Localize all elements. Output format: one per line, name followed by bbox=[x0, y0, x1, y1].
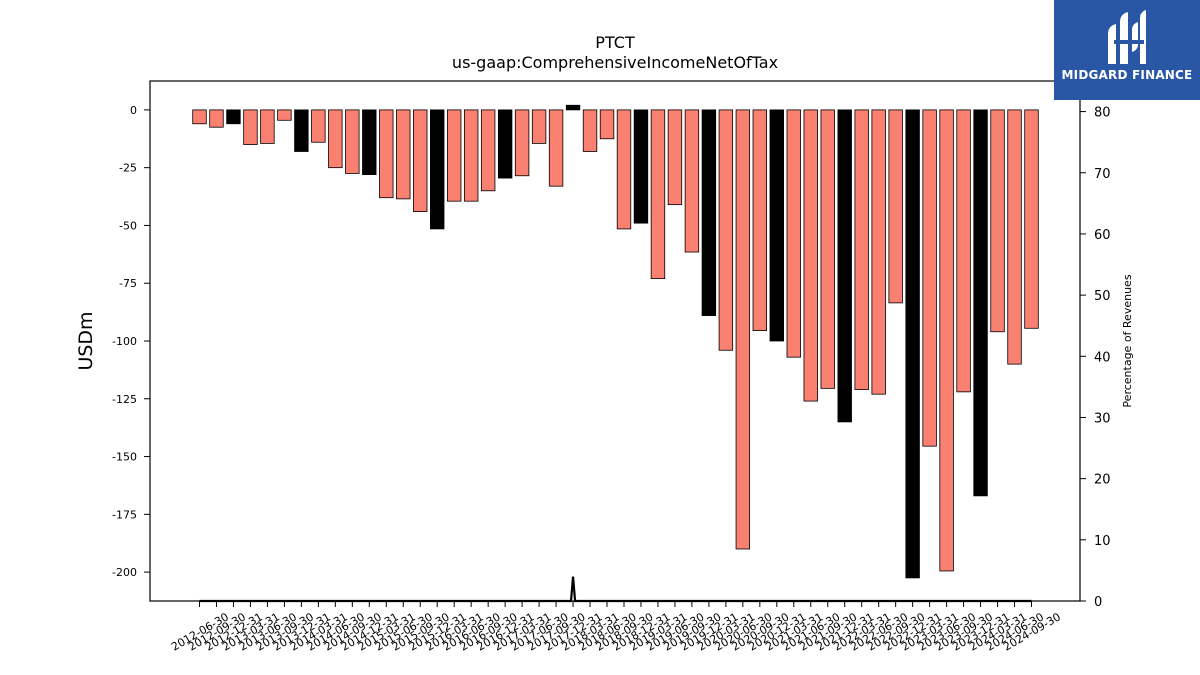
bar-2019-12-31 bbox=[701, 109, 717, 316]
midgard-finance-logo: MIDGARD FINANCE bbox=[1054, 0, 1200, 100]
bar-2016-09-30 bbox=[480, 109, 496, 192]
y-axis-left: 0 -25 -50 -75 -100 -125 -150 -175 -200 bbox=[112, 104, 150, 579]
bar-2015-06-30 bbox=[396, 109, 411, 200]
bar-2024-03-31 bbox=[990, 109, 1005, 333]
y-tick-label: -75 bbox=[119, 277, 137, 290]
chart-title: PTCT bbox=[595, 33, 635, 52]
bar-2018-06-30 bbox=[599, 109, 615, 140]
bar-2023-12-31 bbox=[973, 109, 988, 497]
bar-2021-06-30 bbox=[803, 109, 818, 402]
y2-tick-label: 50 bbox=[1094, 289, 1111, 304]
bar-2018-12-31 bbox=[633, 109, 649, 224]
bar-2013-09-30 bbox=[277, 109, 292, 121]
bar-2023-06-30 bbox=[939, 109, 954, 572]
bar-2014-03-31 bbox=[311, 109, 326, 143]
bar-2017-03-31 bbox=[514, 109, 530, 177]
y2-tick-label: 80 bbox=[1094, 106, 1111, 121]
y2-axis-label: Percentage of Revenues bbox=[1121, 274, 1134, 407]
bar-2014-06-30 bbox=[328, 109, 343, 169]
y-axis-label: USDm bbox=[75, 311, 97, 370]
y-tick-label: -150 bbox=[112, 451, 137, 464]
bar-2020-06-30 bbox=[735, 109, 751, 550]
logo-text: MIDGARD FINANCE bbox=[1061, 68, 1193, 82]
bar-2020-12-31 bbox=[769, 109, 784, 342]
bar-2022-09-30 bbox=[888, 109, 903, 304]
bar-2012-06-30 bbox=[192, 109, 207, 125]
bar-2017-09-30 bbox=[548, 109, 564, 187]
y-tick-label: -50 bbox=[119, 219, 137, 232]
y-tick-label: -175 bbox=[112, 508, 137, 521]
y-tick-label: 0 bbox=[130, 104, 137, 117]
y2-tick-label: 40 bbox=[1094, 350, 1111, 365]
bar-2022-12-31 bbox=[905, 109, 920, 579]
chart-subtitle: us-gaap:ComprehensiveIncomeNetOfTax bbox=[452, 53, 778, 72]
y2-tick-label: 0 bbox=[1094, 595, 1102, 610]
bar-2021-03-31 bbox=[786, 109, 801, 358]
logo-mark-icon bbox=[1108, 10, 1146, 64]
y2-tick-label: 10 bbox=[1094, 534, 1111, 549]
y2-tick-label: 20 bbox=[1094, 473, 1111, 488]
bar-2022-03-31 bbox=[854, 109, 869, 390]
x-axis: 2012-06-302012-09-302012-12-312013-03-31… bbox=[169, 601, 1063, 654]
bar-2014-09-30 bbox=[345, 109, 360, 174]
bar-2016-03-31 bbox=[446, 109, 462, 202]
bar-2020-03-31 bbox=[718, 109, 734, 351]
bar-2021-09-30 bbox=[820, 109, 835, 389]
bar-2021-12-31 bbox=[837, 109, 852, 423]
bar-2013-06-30 bbox=[260, 109, 275, 144]
y2-tick-label: 60 bbox=[1094, 228, 1111, 243]
bar-2013-03-31 bbox=[243, 109, 258, 145]
y-axis-right: 0 10 20 30 40 50 60 70 80 bbox=[1080, 106, 1111, 610]
bar-2022-06-30 bbox=[871, 109, 886, 395]
bar-2024-09-30 bbox=[1024, 109, 1039, 329]
bar-2012-09-30 bbox=[209, 109, 224, 128]
bar-2016-12-31 bbox=[497, 109, 513, 179]
bar-2018-09-30 bbox=[616, 109, 632, 230]
bar-2012-12-31 bbox=[226, 109, 241, 125]
bar-2017-06-30 bbox=[531, 109, 547, 144]
bar-2019-09-30 bbox=[684, 109, 700, 253]
y2-tick-label: 30 bbox=[1094, 411, 1111, 426]
bar-2016-06-30 bbox=[463, 109, 479, 202]
bar-2015-12-31 bbox=[430, 109, 445, 230]
bar-2020-09-30 bbox=[752, 109, 768, 332]
y-tick-label: -100 bbox=[112, 335, 137, 348]
bar-2023-03-31 bbox=[922, 109, 937, 447]
bar-2015-09-30 bbox=[413, 109, 428, 212]
y-tick-label: -125 bbox=[112, 393, 137, 406]
bar-2019-03-31 bbox=[650, 109, 666, 280]
bar-2017-12-31 bbox=[565, 104, 581, 111]
bar-2015-03-31 bbox=[379, 109, 394, 199]
percentage-line bbox=[199, 576, 1032, 603]
y2-tick-label: 70 bbox=[1094, 167, 1111, 182]
percentage-line-group bbox=[199, 576, 1032, 603]
bar-2023-09-30 bbox=[956, 109, 971, 393]
y-tick-label: -200 bbox=[112, 566, 137, 579]
bar-2018-03-31 bbox=[582, 109, 598, 152]
bar-2019-06-30 bbox=[667, 109, 683, 206]
y-tick-label: -25 bbox=[119, 162, 137, 175]
bar-2013-12-31 bbox=[294, 109, 309, 152]
bar-2024-06-30 bbox=[1007, 109, 1022, 365]
bar-2014-12-31 bbox=[362, 109, 377, 175]
bars-group bbox=[192, 104, 1039, 579]
